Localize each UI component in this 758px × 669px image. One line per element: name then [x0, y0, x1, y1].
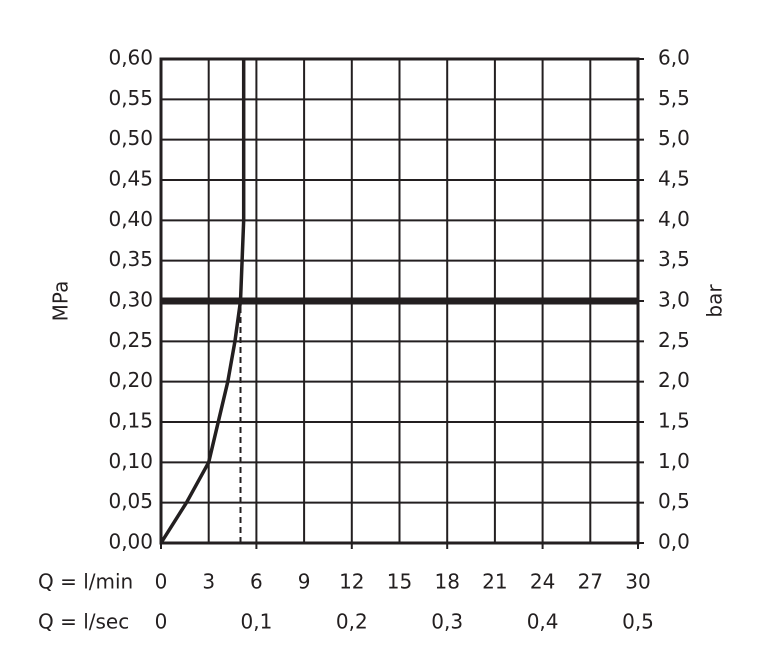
x2-tick-label: 0,5: [622, 610, 654, 634]
x-tick-label: 18: [434, 570, 459, 594]
y2-tick-label: 1,5: [658, 409, 690, 433]
y2-tick-label: 2,5: [658, 328, 690, 352]
y-tick-label: 0,00: [108, 530, 153, 554]
y2-tick-label: 3,0: [658, 288, 690, 312]
y-tick-label: 0,25: [108, 328, 153, 352]
y-tick-label: 0,10: [108, 449, 153, 473]
x-tick-label: 30: [625, 570, 650, 594]
y-tick-label: 0,40: [108, 207, 153, 231]
y2-tick-label: 6,0: [658, 46, 690, 70]
y-tick-label: 0,55: [108, 86, 153, 110]
x2-tick-label: 0,2: [336, 610, 368, 634]
x-tick-label: 15: [387, 570, 412, 594]
y-tick-label: 0,30: [108, 288, 153, 312]
x-tick-label: 6: [250, 570, 263, 594]
y2-axis-label: bar: [703, 284, 727, 318]
y2-tick-label: 2,0: [658, 368, 690, 392]
x2-tick-label: 0: [155, 610, 168, 634]
y-axis-label: MPa: [49, 281, 73, 322]
x2-tick-label: 0,4: [527, 610, 559, 634]
y2-tick-label: 0,0: [658, 530, 690, 554]
y2-tick-label: 4,5: [658, 167, 690, 191]
y2-tick-label: 5,5: [658, 86, 690, 110]
x-tick-label: 24: [530, 570, 555, 594]
y-tick-label: 0,35: [108, 247, 153, 271]
curve: [159, 59, 246, 544]
y-tick-label: 0,60: [108, 46, 153, 70]
x2-tick-label: 0,3: [431, 610, 463, 634]
y2-tick-label: 1,0: [658, 449, 690, 473]
x2-axis-label: Q = l/sec: [38, 610, 129, 634]
y2-tick-label: 0,5: [658, 489, 690, 513]
y2-tick-label: 4,0: [658, 207, 690, 231]
x2-tick-label: 0,1: [240, 610, 272, 634]
y-tick-label: 0,05: [108, 489, 153, 513]
x-tick-label: 3: [202, 570, 215, 594]
y2-tick-label: 3,5: [658, 247, 690, 271]
y2-tick-label: 5,0: [658, 126, 690, 150]
y-tick-label: 0,45: [108, 167, 153, 191]
y-tick-label: 0,20: [108, 368, 153, 392]
y-tick-label: 0,15: [108, 409, 153, 433]
y-tick-label: 0,50: [108, 126, 153, 150]
x-tick-label: 27: [578, 570, 603, 594]
x-tick-label: 21: [482, 570, 507, 594]
x-tick-label: 12: [339, 570, 364, 594]
x-tick-label: 0: [155, 570, 168, 594]
x-tick-label: 9: [298, 570, 311, 594]
x-axis-label: Q = l/min: [38, 570, 133, 594]
